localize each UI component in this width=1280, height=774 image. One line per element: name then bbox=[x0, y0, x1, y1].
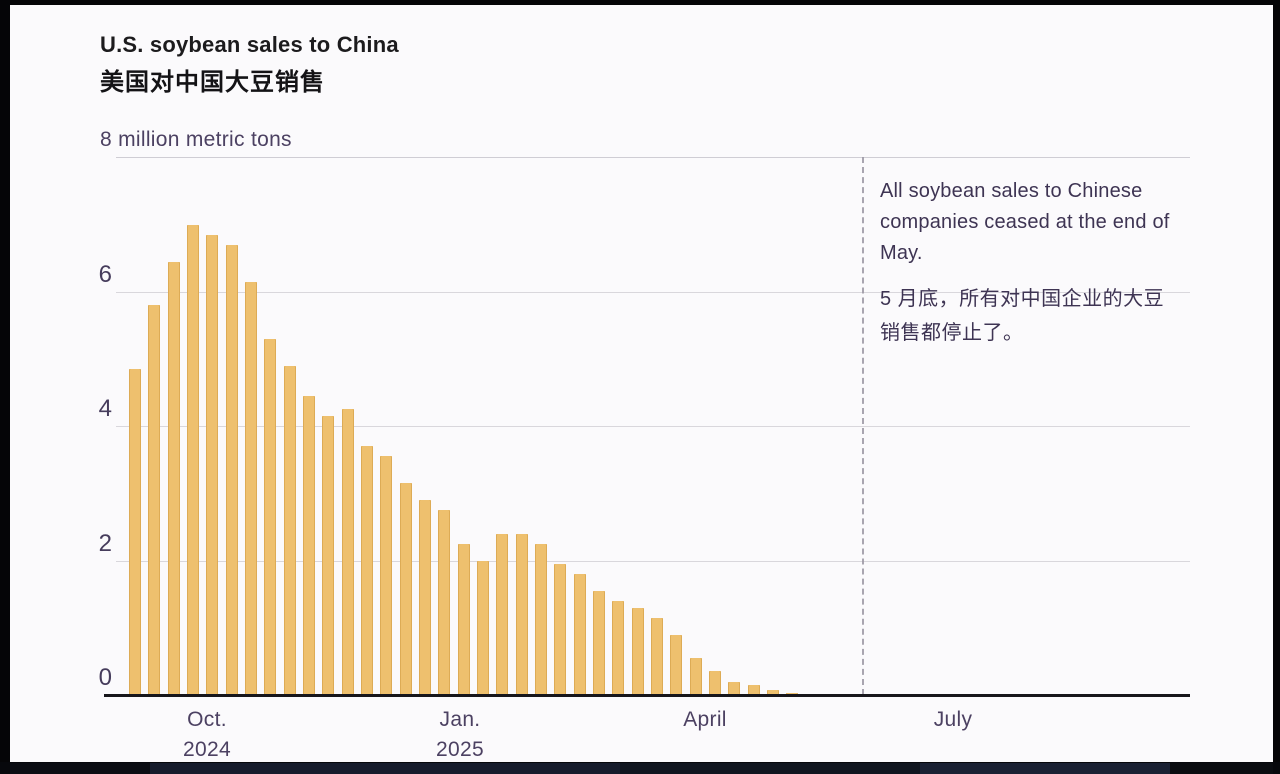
bar-week-6 bbox=[226, 245, 238, 695]
x-axis-line bbox=[104, 694, 1190, 697]
footer-segment-5 bbox=[1170, 763, 1273, 774]
chart-panel: U.S. soybean sales to China 美国对中国大豆销售 8 … bbox=[10, 5, 1273, 762]
bar-week-29 bbox=[670, 635, 682, 695]
y-tick-label-4: 4 bbox=[98, 395, 112, 423]
bar-week-30 bbox=[690, 658, 702, 695]
x-tick-label-4: July bbox=[933, 708, 973, 731]
gridline-y6 bbox=[116, 291, 1190, 293]
bar-week-33 bbox=[748, 685, 760, 695]
bar-week-10 bbox=[303, 396, 315, 695]
bar-week-18 bbox=[458, 544, 470, 695]
bar-week-7 bbox=[245, 282, 257, 695]
x-tick-label-3: April bbox=[683, 708, 727, 731]
annotation-english: All soybean sales to Chinese companies c… bbox=[880, 180, 1170, 264]
bar-week-16 bbox=[419, 500, 431, 695]
bar-week-11 bbox=[322, 416, 334, 695]
bar-week-17 bbox=[438, 510, 450, 695]
annotation-chinese: 5 月底，所有对中国企业的大豆销售都停止了。 bbox=[880, 288, 1165, 344]
bar-week-15 bbox=[400, 483, 412, 695]
bar-week-19 bbox=[477, 561, 489, 695]
bar-week-22 bbox=[535, 544, 547, 695]
gridline-y2 bbox=[116, 560, 1190, 562]
cutoff-dashed-line bbox=[862, 157, 864, 695]
x-tick-label-1: Oct. 2024 bbox=[183, 708, 231, 761]
bar-week-31 bbox=[709, 671, 721, 695]
bar-week-13 bbox=[361, 446, 373, 695]
y-tick-label-2: 2 bbox=[98, 529, 112, 557]
footer-segment-2 bbox=[150, 763, 620, 774]
bar-week-14 bbox=[380, 456, 392, 695]
bar-week-1 bbox=[129, 369, 141, 695]
gridline-y4 bbox=[116, 426, 1190, 428]
chart-title-chinese: 美国对中国大豆销售 bbox=[100, 69, 325, 96]
bar-week-32 bbox=[728, 682, 740, 695]
footer-segment-1 bbox=[10, 763, 150, 774]
cropped-footer-strip bbox=[0, 762, 1280, 774]
bar-week-24 bbox=[574, 574, 586, 695]
bar-week-20 bbox=[496, 534, 508, 695]
y-axis-unit-label: 8 million metric tons bbox=[100, 128, 292, 151]
gridline-y8 bbox=[116, 157, 1190, 159]
y-tick-label-6: 6 bbox=[98, 260, 112, 288]
y-tick-label-0: 0 bbox=[98, 664, 112, 691]
bar-week-28 bbox=[651, 618, 663, 695]
bar-week-25 bbox=[593, 591, 605, 695]
bar-week-4 bbox=[187, 225, 199, 695]
x-tick-label-2: Jan. 2025 bbox=[436, 708, 484, 761]
bar-week-21 bbox=[516, 534, 528, 695]
bar-week-12 bbox=[342, 409, 354, 695]
bar-week-23 bbox=[554, 564, 566, 695]
footer-segment-3 bbox=[620, 763, 920, 774]
footer-segment-4 bbox=[920, 763, 1170, 774]
bar-week-34 bbox=[767, 690, 779, 695]
bar-week-9 bbox=[284, 366, 296, 695]
bar-week-26 bbox=[612, 601, 624, 695]
bar-week-5 bbox=[206, 235, 218, 695]
annotation-block: All soybean sales to Chinese companies c… bbox=[880, 176, 1180, 350]
bar-week-2 bbox=[148, 305, 160, 695]
bar-week-3 bbox=[168, 262, 180, 695]
chart-title-english: U.S. soybean sales to China bbox=[100, 32, 399, 57]
bar-week-27 bbox=[632, 608, 644, 695]
bar-week-8 bbox=[264, 339, 276, 695]
